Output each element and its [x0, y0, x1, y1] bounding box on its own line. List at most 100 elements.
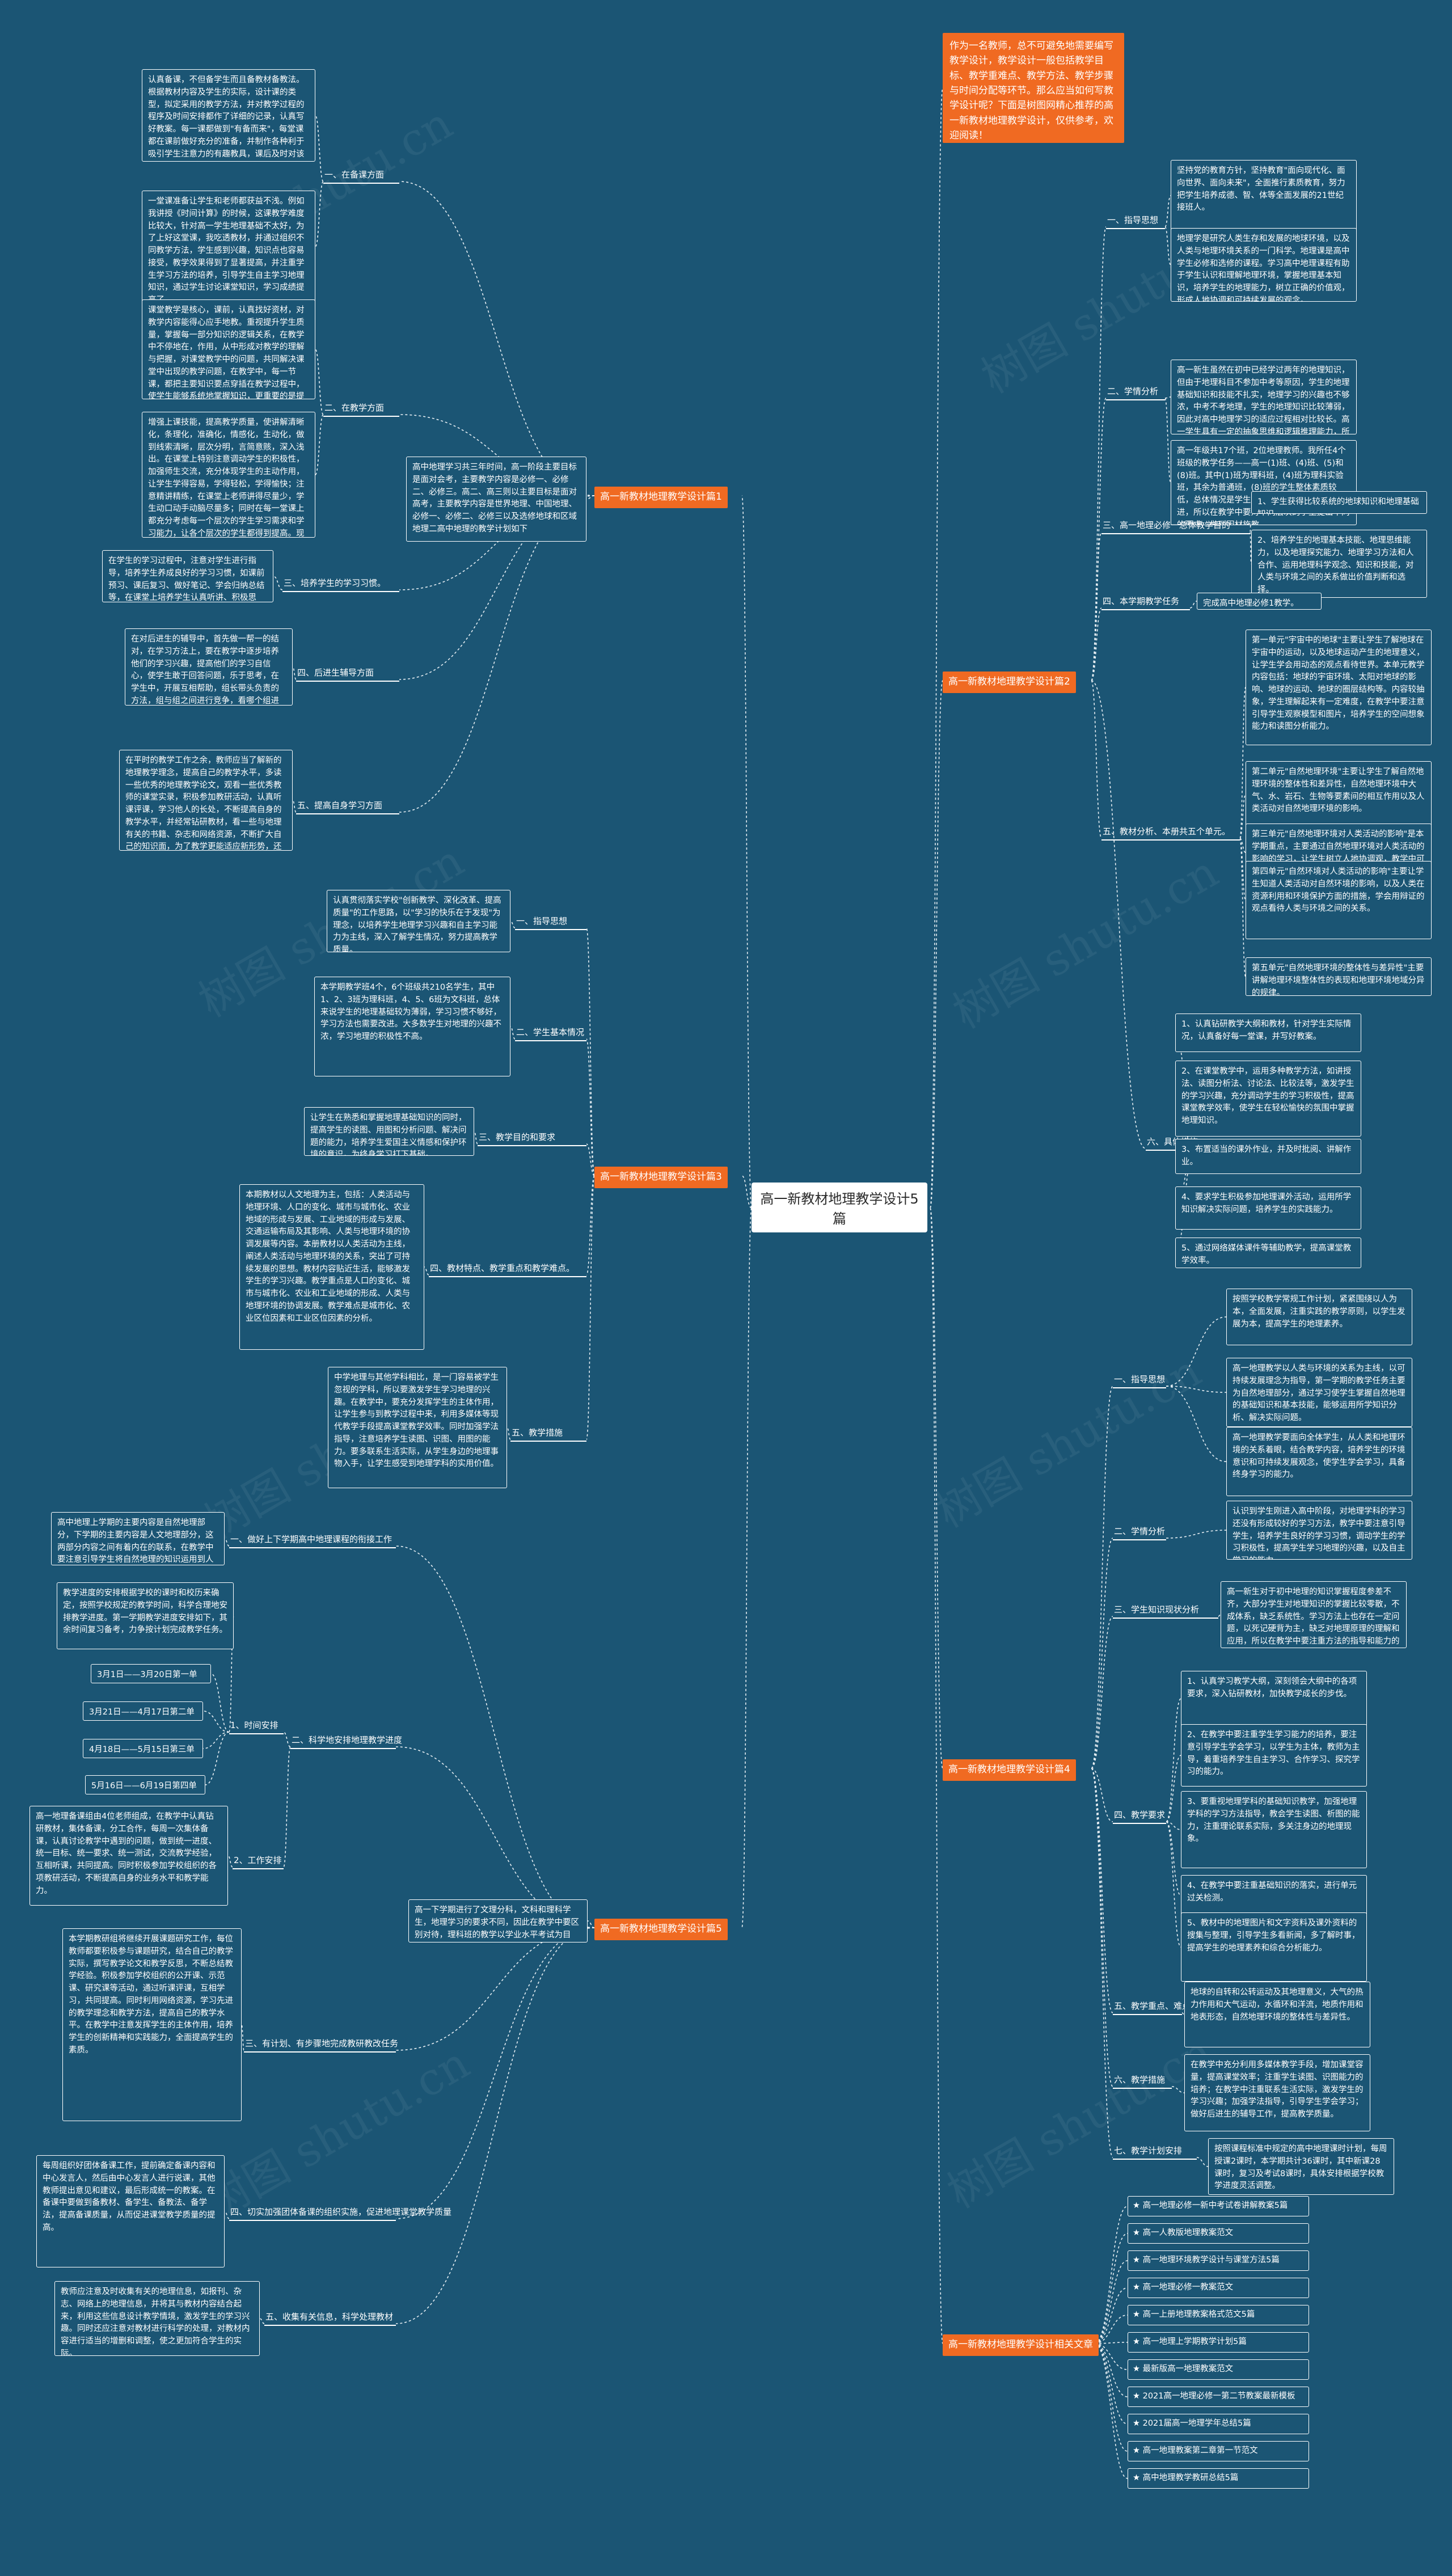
intro-text: 作为一名教师，总不可避免地需要编写教学设计，教学设计一般包括教学目标、教学重难点… [943, 33, 1124, 143]
connector [395, 1927, 595, 2051]
connector [1091, 1616, 1113, 1769]
b5-c2-c1-label[interactable]: 1、时间安排 [229, 1720, 284, 1735]
b1-c4-label[interactable]: 四、后进生辅导方面 [296, 667, 399, 682]
connector [315, 181, 324, 247]
connector [1166, 1821, 1181, 1948]
b4-c7-label[interactable]: 七、教学计划安排 [1113, 2145, 1197, 2160]
b2-c5-text-4: 第四单元"自然环境对人类活动的影响"主要让学生知道人类活动对自然环境的影响，以及… [1246, 861, 1432, 939]
b3-title[interactable]: 高一新教材地理教学设计篇3 [594, 1167, 728, 1188]
b4-c4-text-2: 2、在教学中要注重学生学习能力的培养，要注意引导学生学会学习，以学生为主体，教师… [1181, 1724, 1367, 1787]
b3-c3-label[interactable]: 三、教学目的和要求 [478, 1131, 586, 1147]
connector [1171, 2086, 1185, 2093]
b5-c2-c2-label[interactable]: 2、工作安排 [233, 1855, 284, 1870]
connector [1239, 838, 1246, 853]
b2-c6-text-4: 4、要求学生积极参加地理课外活动，运用所学知识解决实际问题，培养学生的实践能力。 [1175, 1186, 1361, 1230]
related-article-link[interactable]: ★ 高一地理上学期教学计划5篇 [1128, 2332, 1309, 2353]
b3-c5-label[interactable]: 五、教学措施 [510, 1427, 586, 1442]
connector [1091, 1768, 1113, 2087]
connector [741, 1207, 752, 1928]
connector [1091, 1768, 1113, 2158]
b4-c4-label[interactable]: 四、教学要求 [1113, 1809, 1166, 1825]
b5-c4-label[interactable]: 四、切实加强团体备课的组织实施，促进地理课堂教学质量 [229, 2206, 451, 2222]
b6-title[interactable]: 高一新教材地理教学设计相关文章 [943, 2334, 1099, 2356]
connector [474, 1131, 478, 1145]
b5-c5-text-1: 教师应注意及时收集有关的地理信息，如报刊、杂志、网络上的地理信息，并将其与教材内… [54, 2281, 260, 2356]
b2-c2-label[interactable]: 二、学情分析 [1106, 386, 1165, 401]
b1-c3-label[interactable]: 三、培养学生的学习习惯。 [282, 577, 399, 593]
related-article-link[interactable]: ★ 高一地理必修一教案范文 [1128, 2278, 1309, 2298]
connector [1166, 1821, 1181, 1896]
b4-title[interactable]: 高一新教材地理教学设计篇4 [943, 1759, 1076, 1781]
connector [586, 1143, 595, 1176]
related-article-link[interactable]: ★ 最新版高一地理教案范文 [1128, 2359, 1309, 2380]
b5-c2-c1-text: 教学进度的安排根据学校的课时和校历来确定，按照学校规定的教学时间，科学合理地安排… [57, 1582, 234, 1649]
b5-c2-c2-text: 高一地理备课组由4位老师组成，在教学中认真钻研教材，集体备课，分工合作，每周一次… [29, 1806, 228, 1906]
connector [315, 115, 324, 182]
related-article-link[interactable]: ★ 2021届高一地理学年总结5篇 [1128, 2414, 1309, 2434]
b5-date-1: 3月1日——3月20日第一单元 [91, 1664, 211, 1683]
b1-c5-text-1: 在平时的教学工作之余，教师应当了解新的地理教学理念，提高自己的教学水平，多读一些… [119, 750, 293, 851]
b2-c5-text-1: 第一单元"宇宙中的地球"主要让学生了解地球在宇宙中的运动，以及地球运动产生的地理… [1246, 630, 1432, 745]
b4-c1-text-3: 高一地理教学要面向全体学生，从人类和地理环境的关系着眼，结合教学内容，培养学生的… [1226, 1427, 1412, 1496]
connector [510, 920, 516, 928]
b5-c2-label[interactable]: 二、科学地安排地理教学进度 [290, 1734, 402, 1750]
connector [1091, 1768, 1113, 1822]
b4-c6-label[interactable]: 六、教学措施 [1113, 2074, 1172, 2089]
root-topic[interactable]: 高一新教材地理教学设计5篇 [752, 1183, 927, 1232]
b5-date-4: 5月16日——6月19日第四单元 [85, 1775, 205, 1794]
b3-c2-label[interactable]: 二、学生基本情况 [515, 1027, 586, 1042]
connector [930, 87, 943, 1209]
connector [227, 1855, 233, 1868]
b1-c1-text-2: 一堂课准备让学生和老师都获益不浅。例如我讲授《时间计算》的时候，这课教学难度比较… [142, 191, 315, 303]
connector [292, 666, 297, 680]
connector [395, 1927, 595, 2219]
connector [1239, 838, 1246, 901]
b2-c6-text-2: 2、在课堂教学中，运用多种教学方法，如讲授法、读图分析法、讨论法、比较法等，激发… [1175, 1061, 1361, 1137]
connector [395, 1545, 595, 1928]
b1-c1-text-1: 认真备课，不但备学生而且备教材备教法。根据教材内容及学生的实际，设计课的类型，拟… [142, 69, 315, 162]
b3-c1-label[interactable]: 一、指导思想 [515, 915, 586, 931]
b1-c2-label[interactable]: 二、在教学方面 [323, 402, 399, 417]
connector [399, 495, 595, 813]
connector [930, 1207, 943, 2344]
b4-c3-label[interactable]: 三、学生知识现状分析 [1113, 1604, 1218, 1619]
related-article-link[interactable]: ★ 高一地理环境教学设计与课堂方法5篇 [1128, 2250, 1309, 2271]
connector [1239, 794, 1246, 839]
b5-c1-label[interactable]: 一、做好上下学期高中地理课程的衔接工作 [229, 1534, 396, 1549]
b3-c4-text-1: 本期教材以人文地理为主，包括：人类活动与地理环境、人口的变化、城市与城市化、农业… [239, 1184, 424, 1350]
b2-title[interactable]: 高一新教材地理教学设计篇2 [943, 672, 1076, 693]
b5-c3-label[interactable]: 三、有计划、有步骤地完成教研教改任务 [244, 2038, 398, 2053]
connector [1196, 2157, 1209, 2167]
related-article-link[interactable]: ★ 高一人教版地理教案范文 [1128, 2223, 1309, 2244]
b2-c1-text-2: 地理学是研究人类生存和发展的地球环境，以及人类与地理环境关系的一门科学。地理课是… [1171, 228, 1357, 302]
connector [741, 495, 752, 1209]
related-article-link[interactable]: ★ 高一地理必修一新中考试卷讲解教案5篇 [1128, 2196, 1309, 2216]
connector [1250, 531, 1252, 564]
b1-c1-label[interactable]: 一、在备课方面 [323, 169, 399, 184]
b2-c1-text-1: 坚持党的教育方针，坚持教育"面向现代化、面向世界、面向未来"，全面推行素质教育，… [1171, 160, 1357, 231]
connector [1166, 1821, 1181, 1830]
b4-c1-label[interactable]: 一、指导思想 [1113, 1374, 1166, 1389]
b2-c5-label[interactable]: 五、教材分析、本册共五个单元。 [1101, 826, 1240, 841]
connector [1164, 398, 1171, 483]
b5-title[interactable]: 高一新教材地理教学设计篇5 [594, 1919, 728, 1940]
connector [1166, 1386, 1227, 1393]
b2-c4-label[interactable]: 四、本学期教学任务 [1101, 596, 1190, 611]
connector [1094, 2343, 1128, 2370]
b4-c5-label[interactable]: 五、教学重点、难点 [1113, 2000, 1191, 2016]
related-article-link[interactable]: ★ 高一上册地理教案格式范文5篇 [1128, 2305, 1309, 2325]
connector [1164, 226, 1171, 265]
related-article-link[interactable]: ★ 高一地理教案第二章第一节范文 [1128, 2441, 1309, 2461]
b4-c2-label[interactable]: 二、学情分析 [1113, 1526, 1166, 1541]
b3-c4-label[interactable]: 四、教材特点、教学重点和教学难点。 [429, 1262, 586, 1278]
b2-c3-label[interactable]: 三、高一地理必修一总体教学目的 [1101, 520, 1250, 535]
related-article-link[interactable]: ★ 高中地理教学教研总结5篇 [1128, 2468, 1309, 2489]
b1-c5-label[interactable]: 五、提高自身学习方面 [296, 800, 399, 815]
b1-title[interactable]: 高一新教材地理教学设计篇1 [594, 487, 728, 508]
b2-c1-label[interactable]: 一、指导思想 [1106, 214, 1165, 230]
connector [587, 1920, 595, 1928]
related-article-link[interactable]: ★ 2021高一地理必修一第二节教案最新模板 [1128, 2387, 1309, 2407]
connector [224, 1538, 230, 1547]
b5-c5-label[interactable]: 五、收集有关信息，科学处理教材 [264, 2311, 396, 2326]
